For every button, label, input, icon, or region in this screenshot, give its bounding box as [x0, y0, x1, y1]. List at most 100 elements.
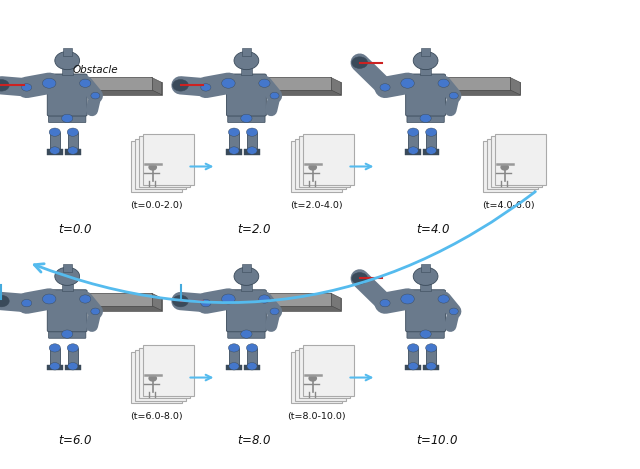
Circle shape: [149, 376, 156, 381]
Circle shape: [149, 165, 156, 170]
FancyBboxPatch shape: [408, 348, 419, 365]
Polygon shape: [74, 83, 162, 95]
Polygon shape: [152, 293, 162, 310]
Polygon shape: [331, 293, 341, 310]
Circle shape: [259, 295, 270, 303]
FancyBboxPatch shape: [47, 290, 87, 332]
Circle shape: [309, 165, 316, 170]
Circle shape: [438, 295, 449, 303]
FancyBboxPatch shape: [291, 352, 342, 403]
FancyBboxPatch shape: [242, 48, 251, 56]
Circle shape: [309, 376, 316, 381]
FancyBboxPatch shape: [426, 348, 436, 365]
Circle shape: [241, 114, 252, 122]
Circle shape: [420, 114, 431, 122]
Polygon shape: [152, 77, 162, 95]
FancyBboxPatch shape: [421, 48, 430, 56]
Circle shape: [221, 294, 235, 304]
FancyBboxPatch shape: [423, 365, 439, 371]
Circle shape: [55, 52, 79, 69]
FancyBboxPatch shape: [143, 134, 194, 185]
Circle shape: [352, 272, 367, 284]
FancyBboxPatch shape: [241, 68, 252, 76]
Circle shape: [173, 295, 188, 307]
Circle shape: [229, 363, 239, 370]
Circle shape: [247, 147, 257, 154]
Circle shape: [426, 344, 437, 352]
Circle shape: [61, 114, 73, 122]
FancyBboxPatch shape: [495, 134, 546, 185]
Circle shape: [408, 363, 419, 370]
Polygon shape: [433, 83, 520, 95]
FancyBboxPatch shape: [226, 149, 242, 155]
Circle shape: [79, 295, 91, 303]
FancyBboxPatch shape: [483, 141, 534, 192]
FancyBboxPatch shape: [244, 149, 260, 155]
Circle shape: [426, 147, 436, 154]
FancyBboxPatch shape: [487, 139, 538, 189]
Polygon shape: [253, 298, 341, 310]
Circle shape: [67, 128, 79, 136]
FancyBboxPatch shape: [244, 365, 260, 371]
Circle shape: [247, 363, 257, 370]
FancyBboxPatch shape: [247, 133, 257, 150]
FancyBboxPatch shape: [247, 132, 257, 150]
FancyBboxPatch shape: [68, 133, 78, 150]
Text: $t$=8.0: $t$=8.0: [237, 434, 271, 447]
Text: $t$=0.0: $t$=0.0: [58, 223, 92, 236]
FancyBboxPatch shape: [408, 132, 419, 150]
Circle shape: [380, 83, 390, 91]
Text: Obstacle: Obstacle: [72, 65, 118, 75]
FancyBboxPatch shape: [47, 74, 87, 116]
FancyBboxPatch shape: [420, 68, 431, 76]
FancyBboxPatch shape: [407, 114, 444, 122]
Text: (t=8.0-10.0): (t=8.0-10.0): [287, 412, 346, 421]
Circle shape: [501, 165, 508, 170]
FancyBboxPatch shape: [49, 114, 86, 122]
FancyBboxPatch shape: [426, 132, 436, 150]
Circle shape: [50, 363, 60, 370]
FancyBboxPatch shape: [423, 149, 439, 155]
Circle shape: [449, 308, 458, 315]
Circle shape: [380, 299, 390, 307]
Circle shape: [67, 344, 79, 352]
FancyBboxPatch shape: [299, 348, 350, 398]
FancyBboxPatch shape: [244, 77, 331, 90]
Circle shape: [408, 147, 419, 154]
FancyBboxPatch shape: [135, 139, 186, 189]
Circle shape: [79, 79, 91, 87]
Circle shape: [61, 330, 73, 338]
FancyBboxPatch shape: [408, 133, 419, 150]
FancyBboxPatch shape: [229, 348, 239, 365]
Circle shape: [426, 363, 436, 370]
FancyBboxPatch shape: [47, 365, 63, 371]
FancyBboxPatch shape: [247, 348, 257, 365]
FancyBboxPatch shape: [65, 149, 81, 155]
Circle shape: [234, 52, 259, 69]
Text: (t=2.0-4.0): (t=2.0-4.0): [291, 201, 343, 210]
Text: $t$=6.0: $t$=6.0: [58, 434, 92, 447]
Text: (t=0.0-2.0): (t=0.0-2.0): [131, 201, 183, 210]
Circle shape: [449, 92, 458, 99]
FancyBboxPatch shape: [303, 345, 354, 396]
Circle shape: [49, 344, 60, 352]
Circle shape: [401, 294, 414, 304]
Circle shape: [0, 80, 9, 91]
FancyBboxPatch shape: [68, 348, 78, 365]
FancyBboxPatch shape: [295, 350, 346, 401]
Circle shape: [228, 344, 239, 352]
Polygon shape: [510, 77, 520, 95]
FancyBboxPatch shape: [131, 352, 182, 403]
FancyBboxPatch shape: [408, 348, 419, 365]
FancyBboxPatch shape: [143, 345, 194, 396]
FancyBboxPatch shape: [139, 348, 190, 398]
Circle shape: [49, 128, 60, 136]
Circle shape: [229, 147, 239, 154]
Circle shape: [408, 128, 419, 136]
Circle shape: [91, 308, 100, 315]
FancyBboxPatch shape: [47, 149, 63, 155]
Circle shape: [270, 92, 279, 99]
Circle shape: [42, 78, 56, 88]
FancyBboxPatch shape: [228, 114, 265, 122]
Text: (t=4.0-6.0): (t=4.0-6.0): [483, 201, 535, 210]
